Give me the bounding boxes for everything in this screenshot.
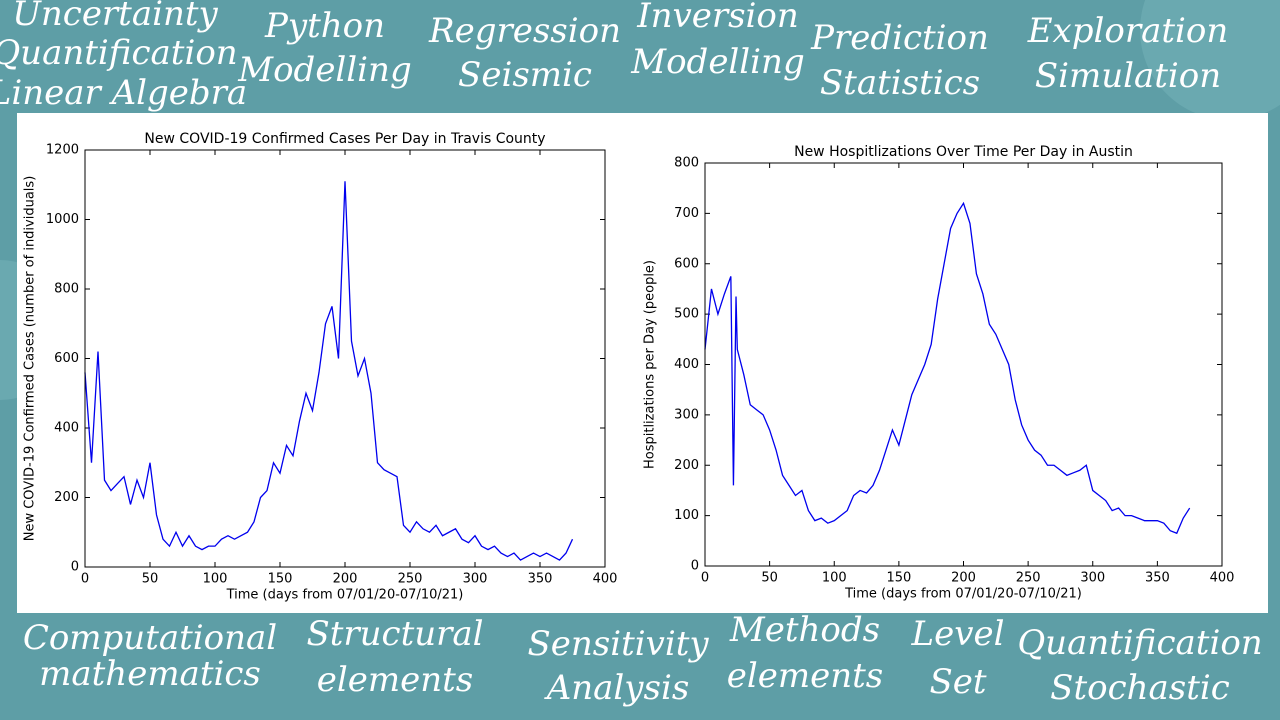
background-word: elements [727,656,884,696]
x-tick-label: 50 [761,571,778,586]
y-tick-label: 200 [54,490,79,505]
background-word: Level [911,614,1005,654]
y-tick-label: 500 [674,307,699,322]
decor [1140,0,1280,120]
background-word: Quantification [1017,623,1262,663]
x-tick-label: 300 [1080,571,1105,586]
chart-panel [622,113,1268,613]
y-tick-label: 400 [54,421,79,436]
x-tick-label: 250 [398,572,423,587]
background-word: Seismic [458,55,592,95]
x-tick-label: 200 [951,571,976,586]
background-word: Prediction [810,18,989,58]
data-line [704,201,1191,535]
x-tick-label: 50 [142,572,159,587]
background-word: elements [317,660,474,700]
background-word: Inversion [636,0,799,36]
x-tick-label: 0 [701,571,709,586]
y-tick-label: 600 [674,256,699,271]
y-tick-label: 100 [674,508,699,523]
background-word: Simulation [1035,56,1221,96]
background-word: Modelling [630,42,804,82]
x-axis-label: Time (days from 07/01/20-07/10/21) [844,587,1082,602]
x-tick-label: 250 [1016,571,1041,586]
y-tick-label: 200 [674,458,699,473]
x-tick-label: 100 [822,571,847,586]
y-tick-label: 1000 [46,212,79,227]
chart-title: New COVID-19 Confirmed Cases Per Day in … [144,131,545,147]
background-word: Modelling [237,50,411,90]
background-word: Sensitivity [527,624,709,664]
x-axis-label: Time (days from 07/01/20-07/10/21) [226,588,464,603]
x-tick-label: 300 [463,572,488,587]
y-tick-label: 1200 [46,143,79,158]
x-tick-label: 350 [1145,571,1170,586]
y-tick-label: 700 [674,206,699,221]
chart-panel [17,113,622,613]
y-tick-label: 800 [674,156,699,171]
background-word: Structural [306,614,483,654]
background-word: Regression [428,11,621,51]
background-word: Computational [23,618,277,658]
plot-frame [704,162,1223,567]
data-line [84,181,574,561]
background-word: Linear Algebra [0,73,247,113]
x-tick-label: 150 [886,571,911,586]
y-axis-label: New COVID-19 Confirmed Cases (number of … [23,176,38,542]
background-word: Python [264,6,385,46]
y-tick-label: 0 [691,559,699,574]
y-tick-label: 600 [54,351,79,366]
background-word: Set [929,662,986,702]
background-word: mathematics [39,654,261,694]
background-word: Statistics [820,63,980,103]
x-tick-label: 400 [1210,571,1235,586]
background-word: Quantification [0,33,238,73]
background-word: Analysis [544,668,690,708]
x-tick-label: 350 [528,572,553,587]
background-word: Methods [729,610,880,650]
y-tick-label: 400 [674,357,699,372]
background-word: Uncertainty [12,0,218,34]
y-axis-label: Hospitlizations per Day (people) [643,260,658,469]
y-tick-label: 300 [674,407,699,422]
chart-title: New Hospitlizations Over Time Per Day in… [794,144,1133,160]
x-tick-label: 400 [593,572,618,587]
y-tick-label: 0 [71,560,79,575]
x-tick-label: 0 [81,572,89,587]
x-tick-label: 100 [203,572,228,587]
plot-frame [84,149,606,568]
background-word: Exploration [1027,11,1229,51]
x-tick-label: 150 [268,572,293,587]
x-tick-label: 200 [333,572,358,587]
background-word: Stochastic [1050,668,1230,708]
y-tick-label: 800 [54,282,79,297]
